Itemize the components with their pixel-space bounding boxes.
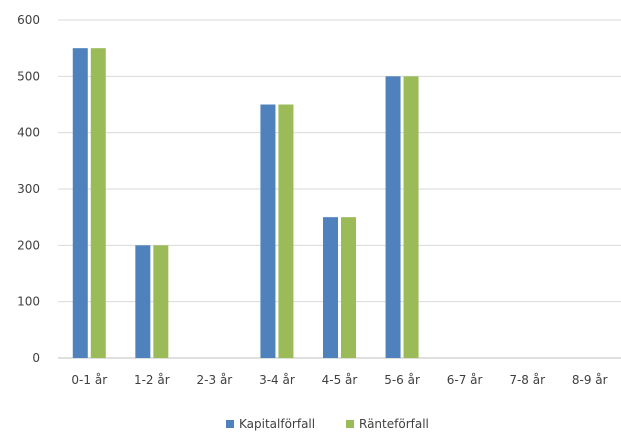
legend-swatch-kapitalforfall xyxy=(226,420,234,428)
bar-kapitalforfall-4 xyxy=(323,217,338,358)
bar-kapitalforfall-0 xyxy=(72,48,88,359)
bar-kapitalforfall-1 xyxy=(135,245,151,358)
bar-ranteforfall-0 xyxy=(90,48,106,359)
y-axis-ticks: 0 100 200 300 400 500 600 xyxy=(17,13,40,365)
y-tick-label: 0 xyxy=(32,351,40,365)
legend-label-ranteforfall: Ränteförfall xyxy=(359,417,429,431)
bars xyxy=(72,48,419,359)
legend-swatch-ranteforfall xyxy=(346,420,354,428)
legend-label-kapitalforfall: Kapitalförfall xyxy=(239,417,315,431)
x-tick-label: 0-1 år xyxy=(71,373,107,387)
y-tick-label: 400 xyxy=(17,126,40,140)
gridlines xyxy=(58,19,621,359)
y-tick-label: 600 xyxy=(17,13,40,27)
x-tick-label: 5-6 år xyxy=(384,373,420,387)
x-tick-label: 6-7 år xyxy=(447,373,483,387)
y-tick-label: 300 xyxy=(17,182,40,196)
bar-ranteforfall-4 xyxy=(341,217,356,358)
y-tick-label: 100 xyxy=(17,295,40,309)
x-tick-label: 3-4 år xyxy=(259,373,295,387)
bar-ranteforfall-1 xyxy=(153,245,169,358)
x-tick-label: 7-8 år xyxy=(509,373,545,387)
x-tick-label: 1-2 år xyxy=(134,373,170,387)
bar-ranteforfall-3 xyxy=(278,104,294,358)
bar-kapitalforfall-5 xyxy=(385,76,401,358)
x-tick-label: 8-9 år xyxy=(572,373,608,387)
x-tick-label: 4-5 år xyxy=(322,373,358,387)
x-tick-label: 2-3 år xyxy=(197,373,233,387)
bar-ranteforfall-5 xyxy=(403,76,419,358)
x-axis-ticks: 0-1 år 1-2 år 2-3 år 3-4 år 4-5 år 5-6 år 6-7 … xyxy=(71,373,607,387)
y-tick-label: 500 xyxy=(17,69,40,83)
y-tick-label: 200 xyxy=(17,238,40,252)
bar-kapitalforfall-3 xyxy=(260,104,276,358)
legend: Kapitalförfall Ränteförfall xyxy=(226,417,429,431)
